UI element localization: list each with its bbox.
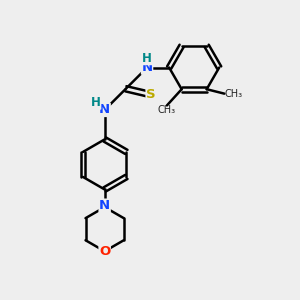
- Text: H: H: [142, 52, 152, 64]
- Text: N: N: [99, 199, 110, 212]
- Text: H: H: [91, 96, 101, 109]
- Text: CH₃: CH₃: [224, 88, 242, 99]
- Text: S: S: [146, 88, 156, 101]
- Text: N: N: [142, 61, 153, 74]
- Text: N: N: [99, 103, 110, 116]
- Text: O: O: [99, 245, 110, 258]
- Text: CH₃: CH₃: [158, 105, 176, 116]
